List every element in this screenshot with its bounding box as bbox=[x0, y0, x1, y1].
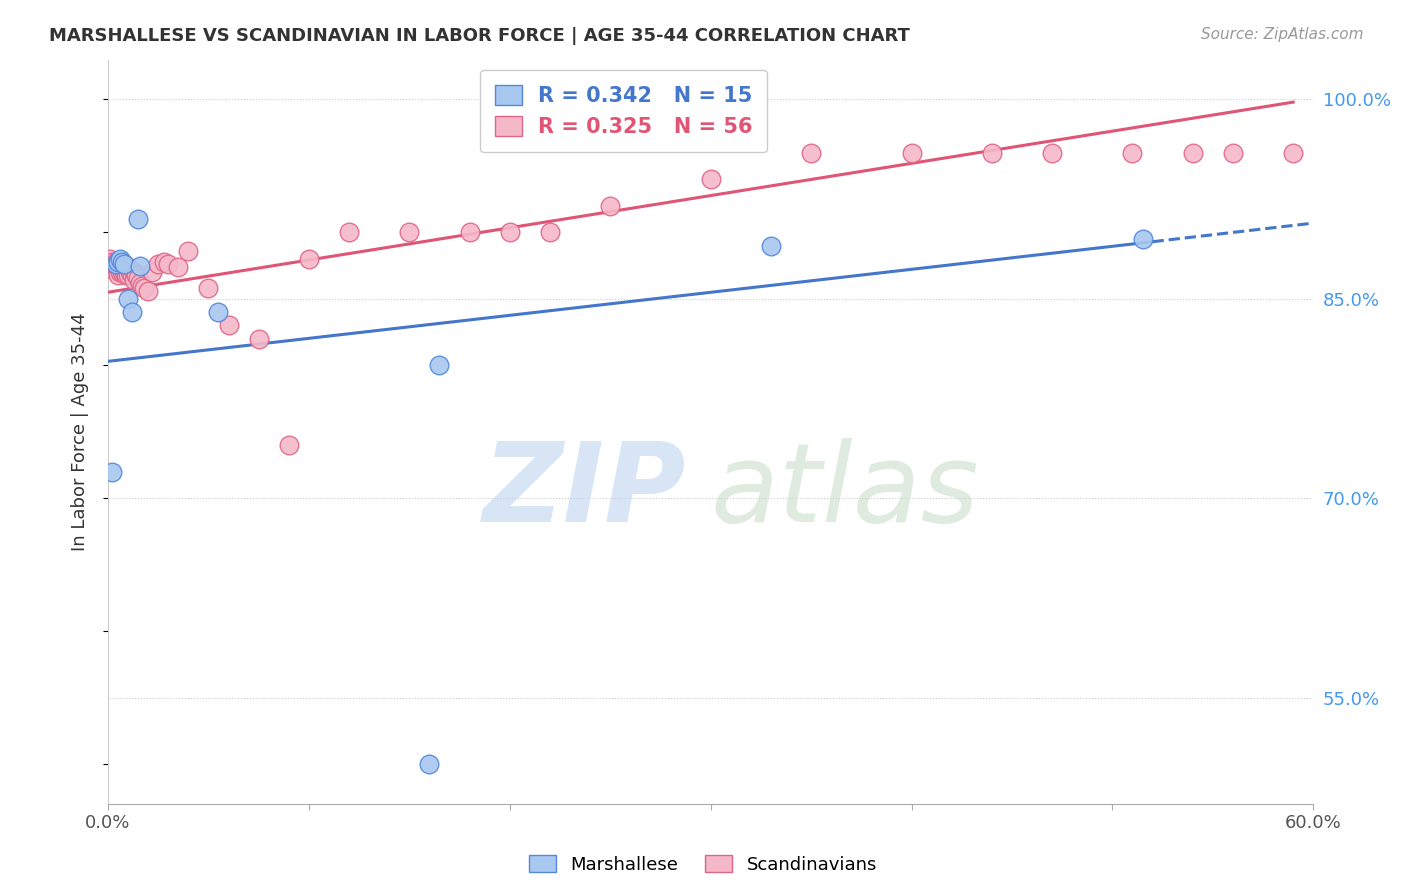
Point bbox=[107, 254, 129, 268]
Text: MARSHALLESE VS SCANDINAVIAN IN LABOR FORCE | AGE 35-44 CORRELATION CHART: MARSHALLESE VS SCANDINAVIAN IN LABOR FOR… bbox=[49, 27, 910, 45]
Point bbox=[105, 260, 128, 274]
Point bbox=[1282, 145, 1305, 160]
Point bbox=[1121, 145, 1143, 160]
Point bbox=[141, 265, 163, 279]
Point bbox=[108, 265, 131, 279]
Point bbox=[107, 268, 129, 282]
Legend: R = 0.342   N = 15, R = 0.325   N = 56: R = 0.342 N = 15, R = 0.325 N = 56 bbox=[479, 70, 768, 152]
Point bbox=[157, 257, 180, 271]
Point bbox=[207, 305, 229, 319]
Point bbox=[699, 172, 721, 186]
Point bbox=[277, 438, 299, 452]
Point bbox=[538, 226, 561, 240]
Point bbox=[105, 254, 128, 268]
Y-axis label: In Labor Force | Age 35-44: In Labor Force | Age 35-44 bbox=[72, 312, 89, 551]
Point bbox=[136, 284, 159, 298]
Point bbox=[112, 257, 135, 271]
Point bbox=[101, 260, 124, 274]
Point bbox=[103, 257, 125, 271]
Point bbox=[129, 259, 152, 273]
Point bbox=[111, 265, 134, 279]
Point bbox=[1132, 232, 1154, 246]
Text: Source: ZipAtlas.com: Source: ZipAtlas.com bbox=[1201, 27, 1364, 42]
Point bbox=[117, 260, 139, 274]
Point bbox=[153, 254, 176, 268]
Point bbox=[103, 262, 125, 277]
Point bbox=[129, 276, 152, 290]
Point bbox=[105, 257, 128, 271]
Point bbox=[115, 260, 138, 274]
Point bbox=[125, 268, 148, 282]
Point bbox=[337, 226, 360, 240]
Point bbox=[127, 212, 149, 227]
Point bbox=[98, 252, 121, 266]
Point bbox=[177, 244, 200, 258]
Point bbox=[101, 465, 124, 479]
Point bbox=[134, 281, 156, 295]
Point bbox=[900, 145, 922, 160]
Point bbox=[122, 273, 145, 287]
Point bbox=[127, 270, 149, 285]
Point bbox=[148, 257, 170, 271]
Point bbox=[247, 332, 270, 346]
Point bbox=[980, 145, 1002, 160]
Text: atlas: atlas bbox=[710, 438, 979, 545]
Point bbox=[107, 262, 129, 277]
Point bbox=[108, 252, 131, 266]
Point bbox=[121, 268, 143, 282]
Point bbox=[197, 281, 219, 295]
Point bbox=[107, 257, 129, 271]
Point bbox=[122, 265, 145, 279]
Point bbox=[117, 268, 139, 282]
Point bbox=[131, 278, 153, 293]
Point bbox=[112, 257, 135, 271]
Point bbox=[117, 292, 139, 306]
Point bbox=[1040, 145, 1063, 160]
Point bbox=[458, 226, 481, 240]
Point bbox=[418, 757, 440, 772]
Point bbox=[1222, 145, 1244, 160]
Point bbox=[108, 257, 131, 271]
Point bbox=[167, 260, 190, 274]
Point bbox=[759, 238, 782, 252]
Point bbox=[218, 318, 240, 333]
Point bbox=[120, 265, 142, 279]
Legend: Marshallese, Scandinavians: Marshallese, Scandinavians bbox=[520, 847, 886, 883]
Point bbox=[112, 265, 135, 279]
Point bbox=[1181, 145, 1204, 160]
Point bbox=[599, 199, 621, 213]
Point bbox=[800, 145, 823, 160]
Point bbox=[111, 254, 134, 268]
Point bbox=[429, 359, 451, 373]
Point bbox=[499, 226, 522, 240]
Point bbox=[101, 254, 124, 268]
Point bbox=[121, 305, 143, 319]
Point bbox=[298, 252, 321, 266]
Point bbox=[398, 226, 420, 240]
Point bbox=[111, 257, 134, 271]
Text: ZIP: ZIP bbox=[484, 438, 686, 545]
Point bbox=[115, 268, 138, 282]
